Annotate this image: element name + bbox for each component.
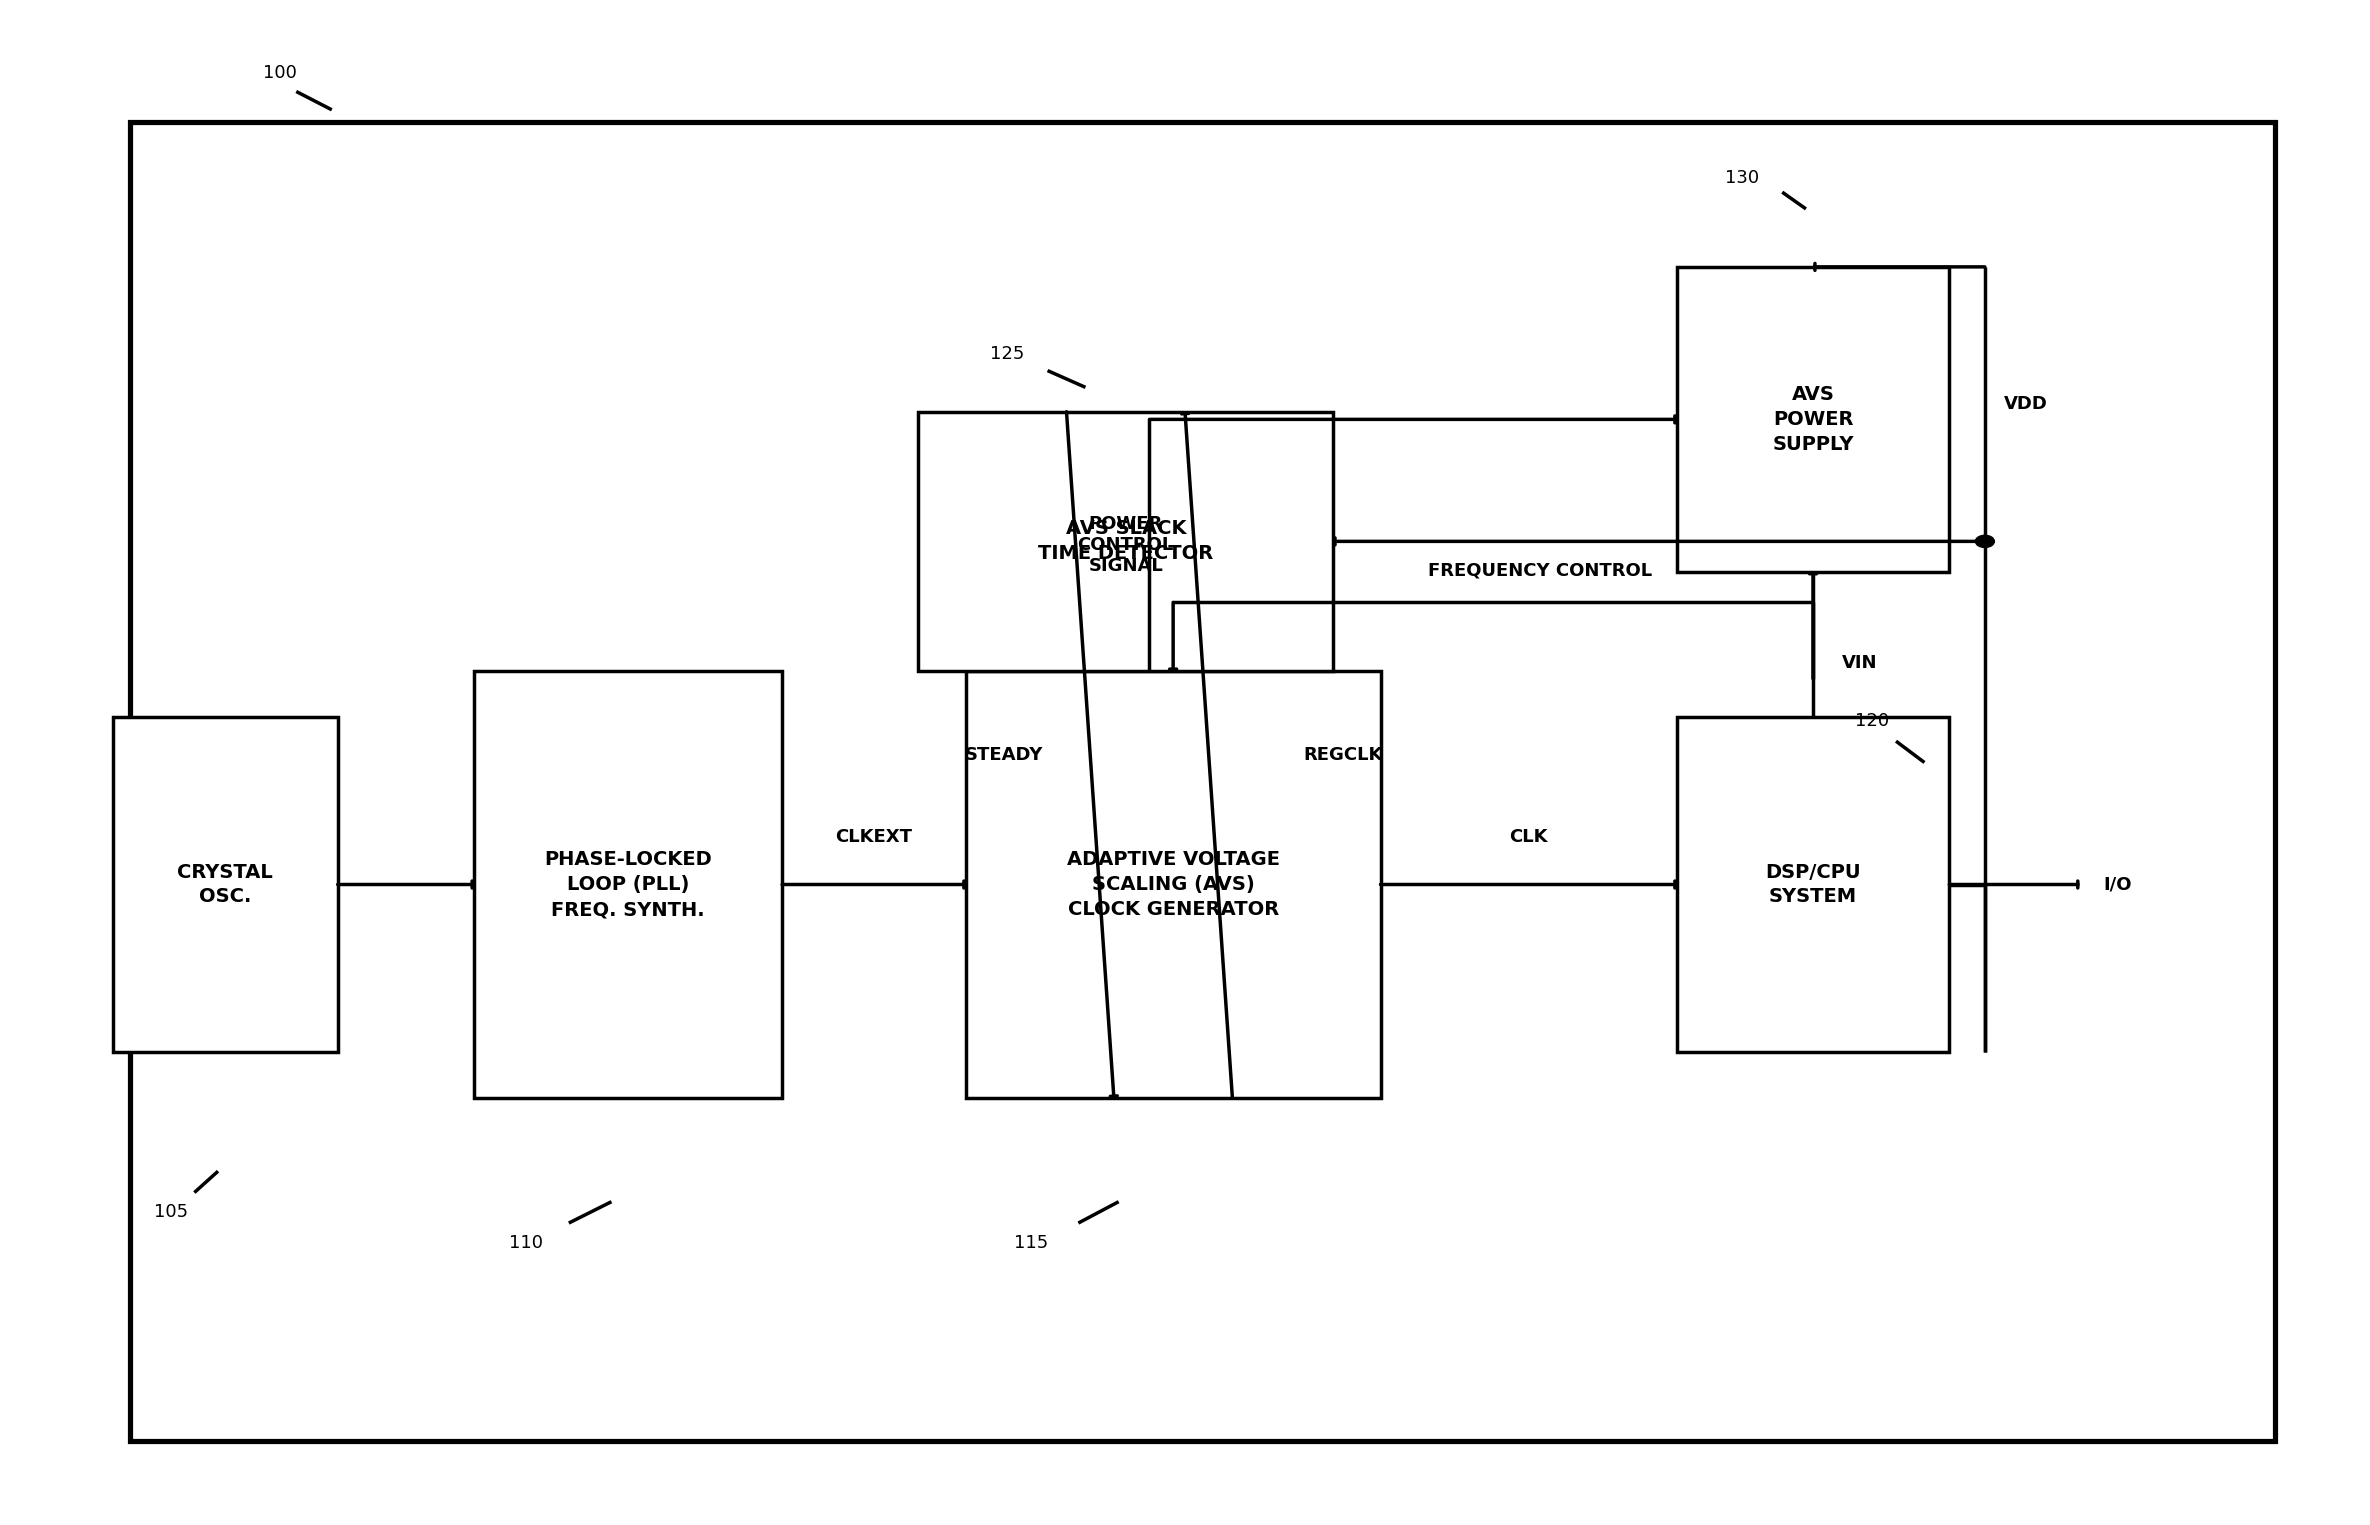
- Bar: [130, 122, 2275, 1441]
- Text: DSP/CPU
SYSTEM: DSP/CPU SYSTEM: [1766, 863, 1860, 906]
- Text: VDD: VDD: [2005, 395, 2048, 413]
- Text: I/O: I/O: [2105, 875, 2133, 894]
- Text: 115: 115: [1014, 1234, 1048, 1252]
- Text: CRYSTAL
OSC.: CRYSTAL OSC.: [178, 863, 273, 906]
- Text: AVS SLACK
TIME DETECTOR: AVS SLACK TIME DETECTOR: [1038, 520, 1213, 563]
- Circle shape: [1977, 535, 1996, 547]
- Bar: [474, 671, 782, 1098]
- Text: VIN: VIN: [1841, 654, 1877, 673]
- Bar: [917, 412, 1332, 671]
- Text: STEADY: STEADY: [965, 746, 1043, 764]
- Text: FREQUENCY CONTROL: FREQUENCY CONTROL: [1429, 561, 1652, 580]
- Bar: [967, 671, 1379, 1098]
- Bar: [1678, 267, 1948, 572]
- Text: 100: 100: [263, 64, 296, 82]
- Text: POWER
CONTROL
SIGNAL: POWER CONTROL SIGNAL: [1078, 515, 1173, 575]
- Text: AVS
POWER
SUPPLY: AVS POWER SUPPLY: [1773, 384, 1853, 454]
- Text: REGCLK: REGCLK: [1304, 746, 1382, 764]
- Text: ADAPTIVE VOLTAGE
SCALING (AVS)
CLOCK GENERATOR: ADAPTIVE VOLTAGE SCALING (AVS) CLOCK GEN…: [1066, 849, 1280, 920]
- Text: 130: 130: [1725, 169, 1759, 188]
- Text: 110: 110: [510, 1234, 543, 1252]
- Bar: [1678, 717, 1948, 1052]
- Text: CLK: CLK: [1510, 828, 1548, 846]
- Text: PHASE-LOCKED
LOOP (PLL)
FREQ. SYNTH.: PHASE-LOCKED LOOP (PLL) FREQ. SYNTH.: [545, 849, 711, 920]
- Text: 120: 120: [1856, 712, 1889, 730]
- Bar: [114, 717, 339, 1052]
- Text: CLKEXT: CLKEXT: [837, 828, 912, 846]
- Text: 105: 105: [154, 1203, 187, 1222]
- Text: 125: 125: [991, 345, 1024, 363]
